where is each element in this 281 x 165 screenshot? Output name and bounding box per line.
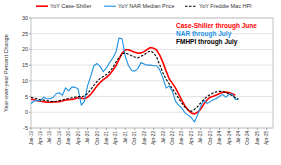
x-tick <box>229 128 230 130</box>
y-tick-label: 0 <box>25 109 28 115</box>
legend-label: YoY Freddie Mac HPI <box>199 3 252 9</box>
x-tick <box>87 128 88 130</box>
x-tick <box>266 128 267 130</box>
x-tick <box>163 128 164 130</box>
x-tick-label: Jan-25 <box>255 131 260 145</box>
y-tick-label: 25 <box>22 31 28 37</box>
y-tick <box>29 112 31 113</box>
x-tick <box>219 128 220 130</box>
x-tick-label: Oct-23 <box>208 131 213 145</box>
series-line <box>31 51 238 111</box>
y-tick-label: 15 <box>22 62 28 68</box>
x-tick-label: Jul-19 <box>47 131 52 144</box>
x-tick-label: Jul-23 <box>198 131 203 144</box>
legend-swatch <box>104 6 116 7</box>
legend-swatch <box>36 5 48 7</box>
x-tick-label: Jan-20 <box>66 131 71 145</box>
annotation: Case-Shiller through June <box>176 22 257 30</box>
grid-line <box>31 49 273 50</box>
x-tick-label: Apr-24 <box>227 131 232 145</box>
x-tick <box>125 128 126 130</box>
x-tick-label: Oct-22 <box>170 131 175 145</box>
x-tick <box>257 128 258 130</box>
x-tick <box>238 128 239 130</box>
series-group <box>31 38 238 122</box>
x-tick-label: Oct-20 <box>95 131 100 145</box>
x-tick-label: Jan-23 <box>179 131 184 145</box>
annotation: FMHPI through July <box>176 38 238 46</box>
y-axis-label: Year-over-year Percent Change <box>3 34 9 111</box>
x-tick-label: Oct-21 <box>132 131 137 145</box>
x-tick <box>153 128 154 130</box>
grid-line <box>31 18 273 19</box>
grid-line <box>31 33 273 34</box>
x-tick-label: Jul-20 <box>85 131 90 144</box>
x-tick-label: Jan-21 <box>104 131 109 145</box>
x-tick-label: Apr-22 <box>151 131 156 145</box>
y-tick-label: 5 <box>25 94 28 100</box>
y-tick-label: -5 <box>23 125 28 131</box>
grid-line <box>31 112 273 113</box>
x-tick <box>68 128 69 130</box>
x-tick-label: Jul-24 <box>236 131 241 144</box>
x-tick-label: Jan-22 <box>142 131 147 145</box>
y-tick-label: 30 <box>22 15 28 21</box>
x-tick-label: Oct-19 <box>57 131 62 145</box>
y-tick <box>29 65 31 66</box>
x-tick <box>49 128 50 130</box>
y-tick-label: 20 <box>22 46 28 52</box>
x-tick <box>200 128 201 130</box>
annotation: NAR through July <box>176 30 232 38</box>
plot-frame <box>31 18 273 128</box>
legend-swatch <box>185 6 197 7</box>
grid-line <box>31 96 273 97</box>
x-tick-label: Jan-24 <box>217 131 222 145</box>
x-tick <box>172 128 173 130</box>
x-tick-label: Jul-21 <box>123 131 128 144</box>
y-tick <box>29 49 31 50</box>
x-tick <box>144 128 145 130</box>
x-tick-label: Jan-19 <box>29 131 34 145</box>
x-tick <box>78 128 79 130</box>
series-line <box>31 38 238 122</box>
x-tick <box>247 128 248 130</box>
x-tick <box>97 128 98 130</box>
x-tick <box>31 128 32 130</box>
x-tick-label: Apr-25 <box>264 131 269 145</box>
grid-line <box>31 128 273 129</box>
x-tick <box>115 128 116 130</box>
x-tick-label: Oct-24 <box>245 131 250 145</box>
y-tick <box>29 80 31 81</box>
y-tick <box>29 96 31 97</box>
x-tick-label: Apr-23 <box>189 131 194 145</box>
series-line <box>31 48 235 114</box>
x-tick <box>181 128 182 130</box>
chart: -5 0 5 10 15 20 25 30 Year-over-year Percent Cha… <box>0 0 281 165</box>
x-tick <box>134 128 135 130</box>
x-tick <box>59 128 60 130</box>
x-tick-label: Apr-21 <box>113 131 118 145</box>
x-tick <box>106 128 107 130</box>
x-tick <box>191 128 192 130</box>
legend-label: YoY NAR Median Price <box>118 3 175 9</box>
x-tick <box>40 128 41 130</box>
y-tick <box>29 18 31 19</box>
x-tick <box>210 128 211 130</box>
legend-label: YoY Case-Shiller <box>50 3 91 9</box>
y-tick <box>29 128 31 129</box>
x-tick-label: Jul-22 <box>161 131 166 144</box>
y-tick-label: 10 <box>22 78 28 84</box>
y-tick <box>29 33 31 34</box>
x-tick-label: Apr-20 <box>76 131 81 145</box>
x-tick-label: Apr-19 <box>38 131 43 145</box>
grid-line <box>31 80 273 81</box>
